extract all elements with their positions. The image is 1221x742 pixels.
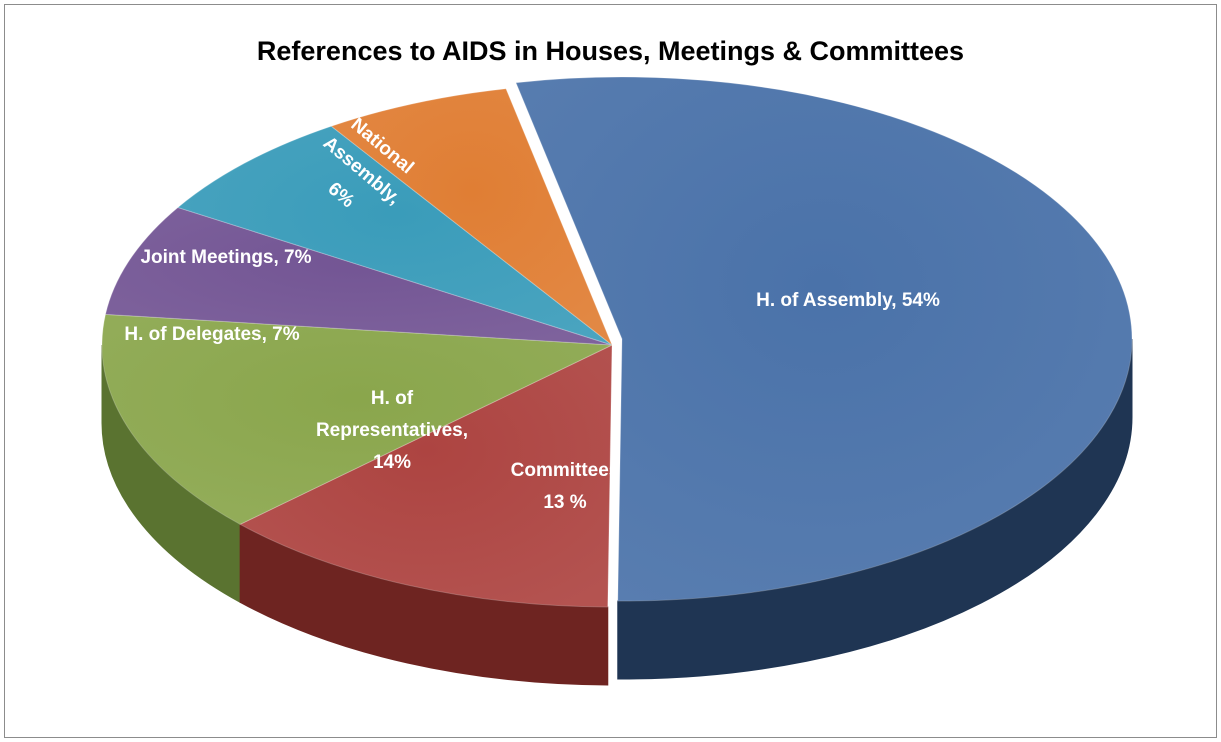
- pie-label-h-of-delegates: H. of Delegates, 7%: [124, 324, 299, 345]
- pie-label-h-of-representatives: H. of Representatives, 14%: [316, 388, 468, 473]
- chart-title: References to AIDS in Houses, Meetings &…: [256, 36, 965, 66]
- pie-label-committees: Committees 13 %: [511, 460, 620, 513]
- pie-slice-committees: [239, 344, 613, 608]
- pie-slice-h-of-representatives: [101, 313, 614, 525]
- pie-slice-national-assembly: [330, 88, 614, 347]
- pie-slice-joint-meetings: [176, 125, 613, 346]
- pie-slice-h-of-delegates: [104, 206, 613, 346]
- pie-slice-h-of-assembly: [515, 76, 1133, 602]
- pie-label-joint-meetings: Joint Meetings, 7%: [140, 247, 311, 268]
- pie-label-h-of-assembly: H. of Assembly, 54%: [756, 290, 940, 311]
